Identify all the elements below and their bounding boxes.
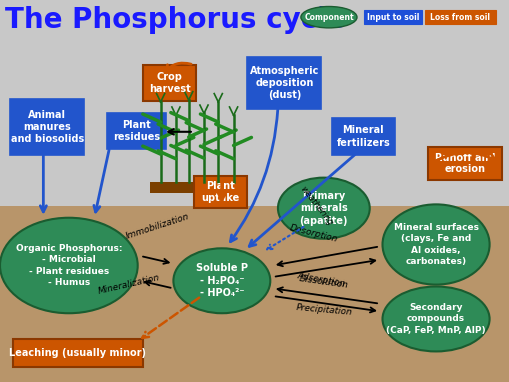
FancyBboxPatch shape <box>331 118 394 155</box>
Text: Plant
uptake: Plant uptake <box>201 181 239 203</box>
Text: Plant
residues: Plant residues <box>112 120 160 142</box>
Text: weathering: weathering <box>298 185 334 227</box>
Ellipse shape <box>173 248 270 313</box>
Text: Animal
manures
and biosolids: Animal manures and biosolids <box>11 110 83 144</box>
FancyBboxPatch shape <box>247 57 321 109</box>
Text: Atmospheric
deposition
(dust): Atmospheric deposition (dust) <box>249 66 319 100</box>
Text: Leaching (usually minor): Leaching (usually minor) <box>9 348 146 358</box>
Text: Mineral
fertilizers: Mineral fertilizers <box>336 125 389 148</box>
Text: Secondary
compounds
(CaP, FeP, MnP, AlP): Secondary compounds (CaP, FeP, MnP, AlP) <box>385 303 485 335</box>
Text: Primary
minerals
(apatite): Primary minerals (apatite) <box>299 191 348 226</box>
FancyBboxPatch shape <box>10 99 84 155</box>
FancyBboxPatch shape <box>13 339 143 367</box>
Ellipse shape <box>277 178 369 239</box>
Text: Adsorption: Adsorption <box>296 271 346 288</box>
Text: Dissolution: Dissolution <box>298 274 349 290</box>
Text: Soluble P
- H₂PO₄⁻
- HPO₄²⁻: Soluble P - H₂PO₄⁻ - HPO₄²⁻ <box>195 263 247 298</box>
Text: Precipitation: Precipitation <box>295 303 352 316</box>
Ellipse shape <box>382 286 489 351</box>
Ellipse shape <box>382 204 489 285</box>
Ellipse shape <box>300 6 356 28</box>
Text: Loss from soil: Loss from soil <box>430 13 489 22</box>
Text: Mineral surfaces
(clays, Fe and
Al oxides,
carbonates): Mineral surfaces (clays, Fe and Al oxide… <box>393 223 477 265</box>
Text: Immobilization: Immobilization <box>125 212 190 241</box>
Text: Organic Phosphorus:
- Microbial
- Plant residues
- Humus: Organic Phosphorus: - Microbial - Plant … <box>16 244 122 286</box>
FancyBboxPatch shape <box>107 113 165 149</box>
FancyBboxPatch shape <box>143 65 196 101</box>
Text: Crop
harvest: Crop harvest <box>149 72 190 94</box>
FancyBboxPatch shape <box>0 0 509 206</box>
FancyBboxPatch shape <box>428 147 501 180</box>
FancyBboxPatch shape <box>193 176 247 208</box>
FancyBboxPatch shape <box>0 206 509 382</box>
Text: Input to soil: Input to soil <box>366 13 418 22</box>
FancyBboxPatch shape <box>363 10 421 24</box>
Text: Desorption: Desorption <box>288 223 338 244</box>
Text: Runoff and
erosion: Runoff and erosion <box>434 152 495 174</box>
Text: Component: Component <box>303 13 353 22</box>
Text: The Phosphorus cycle: The Phosphorus cycle <box>5 6 345 34</box>
FancyBboxPatch shape <box>150 182 244 193</box>
FancyBboxPatch shape <box>424 10 495 24</box>
Ellipse shape <box>0 218 137 313</box>
Text: Mineralization: Mineralization <box>97 273 160 296</box>
